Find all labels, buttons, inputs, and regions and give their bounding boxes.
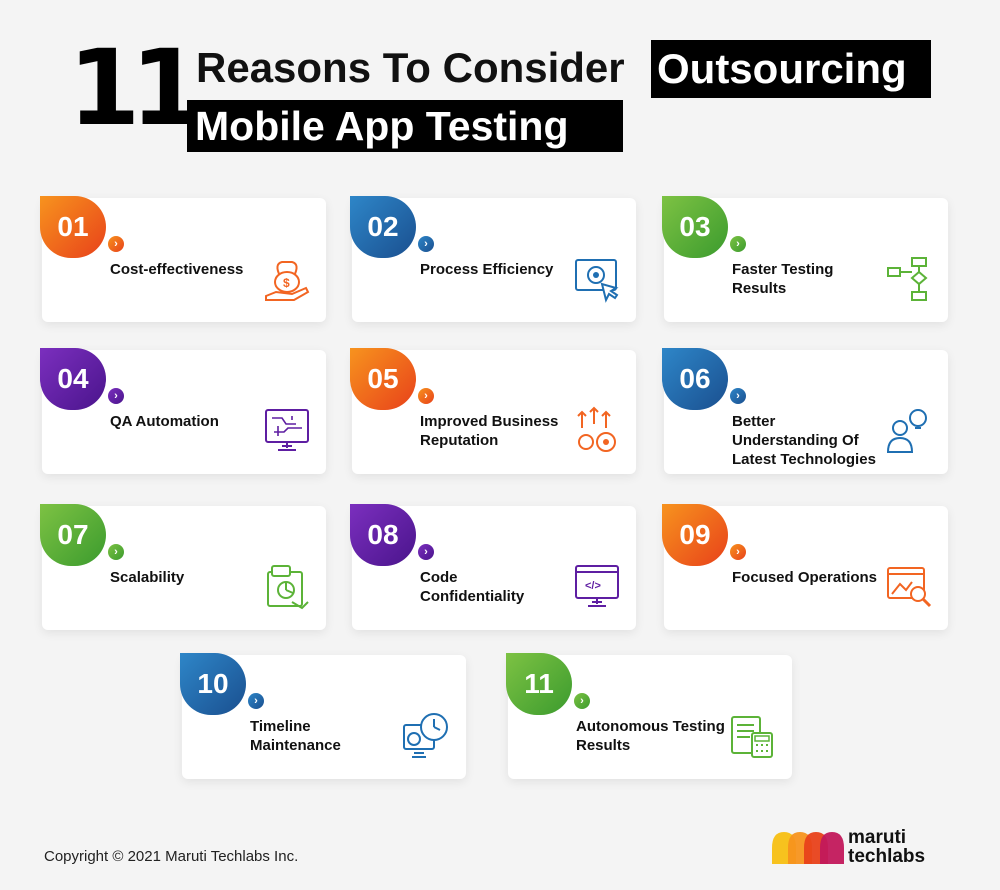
reason-label-line: Faster Testing: [732, 261, 834, 278]
reason-label-line: Results: [576, 737, 631, 754]
person-bulb-icon: [884, 406, 934, 456]
reason-label-line: Maintenance: [250, 737, 341, 754]
title-block: 11 Reasons To Consider Outsourcing Mobil…: [0, 0, 1000, 180]
logo-text: maruti techlabs: [848, 828, 925, 866]
logo-text-line-1: maruti: [848, 827, 907, 848]
reason-label: Cost-effectiveness: [110, 260, 310, 279]
svg-text:$: $: [283, 276, 290, 290]
circuit-monitor-icon: [262, 406, 312, 456]
chevron-right-icon: ›: [418, 388, 434, 404]
chevron-right-icon: ›: [108, 388, 124, 404]
chevron-right-icon: ›: [574, 693, 590, 709]
reason-label: QA Automation: [110, 412, 310, 431]
reason-number-badge: 01: [40, 196, 106, 258]
reason-card-06: 06 › Better Understanding Of Latest Technolo…: [662, 348, 948, 474]
reason-card-07: 07 › Scalability: [40, 504, 326, 630]
reason-label: Faster Testing Results: [732, 260, 932, 298]
chevron-right-icon: ›: [730, 544, 746, 560]
reason-label-line: Understanding Of: [732, 432, 859, 449]
reason-number-badge: 03: [662, 196, 728, 258]
reason-label-line: Latest Technologies: [732, 451, 876, 468]
chevron-right-icon: ›: [248, 693, 264, 709]
logo-text-line-2: techlabs: [848, 846, 926, 867]
reason-label-line: Results: [732, 280, 787, 297]
image-magnifier-icon: [884, 562, 934, 612]
reason-card-03: 03 › Faster Testing Results: [662, 196, 948, 322]
reason-card-11: 11 › Autonomous Testing Results: [506, 653, 792, 779]
reason-number-badge: 07: [40, 504, 106, 566]
reason-label-line: QA Automation: [110, 413, 219, 430]
reason-label-line: Reputation: [420, 432, 499, 449]
reason-label: Process Efficiency: [420, 260, 620, 279]
reason-number-badge: 10: [180, 653, 246, 715]
maruti-techlabs-logo: maruti techlabs: [770, 826, 950, 870]
reason-label-line: Focused Operations: [732, 569, 878, 586]
reason-number-badge: 11: [506, 653, 572, 715]
reason-number-badge: 08: [350, 504, 416, 566]
reason-card-02: 02 › Process Efficiency: [350, 196, 636, 322]
reason-label: Code Confidentiality: [420, 568, 620, 606]
reason-number-badge: 02: [350, 196, 416, 258]
reason-label: Autonomous Testing Results: [576, 717, 776, 755]
title-highlight-2: Mobile App Testing: [187, 100, 623, 152]
reason-number-badge: 06: [662, 348, 728, 410]
reason-label-line: Autonomous Testing: [576, 718, 725, 735]
reason-label-line: Better: [732, 413, 776, 430]
chevron-right-icon: ›: [730, 388, 746, 404]
copyright-text: Copyright © 2021 Maruti Techlabs Inc.: [44, 848, 299, 865]
calculator-document-icon: [728, 711, 778, 761]
money-bag-hand-icon: $: [262, 254, 312, 304]
reason-card-10: 10 › Timeline Maintenance: [180, 653, 466, 779]
clock-gear-monitor-icon: [402, 711, 452, 761]
reason-label: Scalability: [110, 568, 310, 587]
svg-text:</>: </>: [585, 580, 601, 592]
reason-label: Better Understanding Of Latest Technologie…: [732, 412, 932, 469]
reason-card-05: 05 › Improved Business Reputation: [350, 348, 636, 474]
reason-card-04: 04 › QA Automation: [40, 348, 326, 474]
title-highlight-1: Outsourcing: [651, 40, 931, 98]
title-number: 11: [68, 27, 203, 149]
chevron-right-icon: ›: [108, 236, 124, 252]
chevron-right-icon: ›: [108, 544, 124, 560]
code-monitor-icon: </>: [572, 562, 622, 612]
reason-label-line: Timeline: [250, 718, 311, 735]
reason-label-line: Confidentiality: [420, 588, 525, 605]
reason-label: Timeline Maintenance: [250, 717, 450, 755]
reason-label-line: Code: [420, 569, 458, 586]
chevron-right-icon: ›: [730, 236, 746, 252]
reason-label: Focused Operations: [732, 568, 932, 587]
title-line-1: Reasons To Consider: [196, 44, 625, 91]
gears-arrows-up-icon: [572, 406, 622, 456]
chart-document-icon: [262, 562, 312, 612]
reason-label-line: Improved Business: [420, 413, 559, 430]
chevron-right-icon: ›: [418, 236, 434, 252]
reason-number-badge: 04: [40, 348, 106, 410]
reason-card-09: 09 › Focused Operations: [662, 504, 948, 630]
reason-number-badge: 05: [350, 348, 416, 410]
reason-label-line: Process Efficiency: [420, 261, 554, 278]
reason-number-badge: 09: [662, 504, 728, 566]
reason-label: Improved Business Reputation: [420, 412, 620, 450]
flowchart-icon: [884, 254, 934, 304]
chevron-right-icon: ›: [418, 544, 434, 560]
logo-mark-icon: [772, 832, 844, 864]
reason-card-01: 01 › Cost-effectiveness $: [40, 196, 326, 322]
reason-card-08: 08 › Code Confidentiality </>: [350, 504, 636, 630]
gear-screen-click-icon: [572, 254, 622, 304]
reason-label-line: Cost-effectiveness: [110, 261, 244, 278]
reason-label-line: Scalability: [110, 569, 185, 586]
